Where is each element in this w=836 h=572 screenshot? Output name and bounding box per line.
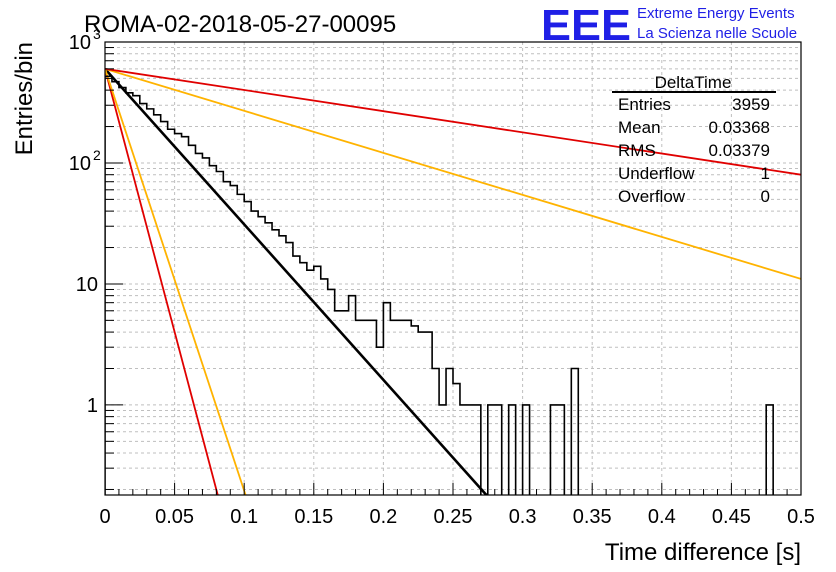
y-axis-label: Entries/bin	[11, 42, 38, 155]
eee-logo-line2: La Scienza nelle Scuole	[637, 25, 797, 42]
stats-value: 0	[761, 187, 770, 206]
histogram-path	[105, 75, 774, 495]
y-tick-exponent: 3	[93, 26, 101, 42]
y-tick-exponent: 2	[93, 147, 101, 163]
grid-lines	[105, 42, 801, 495]
curve-red-steep	[105, 68, 219, 495]
stats-value: 0.03368	[709, 118, 770, 137]
y-tick-label: 10	[69, 153, 91, 175]
x-tick-label: 0.1	[230, 506, 258, 528]
y-tick-label: 1	[87, 395, 98, 417]
eee-logo: EEE Extreme Energy Events La Scienza nel…	[541, 1, 797, 50]
y-tick-label: 10	[76, 274, 98, 296]
stats-name: DeltaTime	[655, 73, 732, 92]
eee-logo-line1: Extreme Energy Events	[637, 5, 795, 22]
x-tick-label: 0.05	[155, 506, 194, 528]
stats-label: Underflow	[618, 164, 695, 183]
stats-label: Mean	[618, 118, 661, 137]
x-tick-label: 0.2	[369, 506, 397, 528]
curve-fit	[105, 67, 488, 495]
chart-title: ROMA-02-2018-05-27-00095	[84, 11, 396, 38]
stats-value: 1	[761, 164, 770, 183]
curve-orange-steep	[105, 68, 247, 495]
curve-red-shallow	[105, 67, 801, 176]
stats-label: RMS	[618, 141, 656, 160]
stats-value: 3959	[732, 95, 770, 114]
x-tick-label: 0.45	[712, 506, 751, 528]
stats-value: 0.03379	[709, 141, 770, 160]
x-tick-labels: 0 0.05 0.1 0.15 0.2 0.25 0.3 0.35 0.4 0.45 0.5	[99, 506, 814, 528]
x-tick-label: 0.15	[294, 506, 333, 528]
stats-box: DeltaTime Entries 3959 Mean 0.03368 RMS 0.033…	[612, 73, 776, 206]
x-tick-label: 0.3	[509, 506, 537, 528]
eee-logo-letters: EEE	[541, 1, 631, 50]
x-tick-label: 0.4	[648, 506, 676, 528]
stats-label: Entries	[618, 95, 671, 114]
x-tick-label: 0.25	[434, 506, 473, 528]
x-tick-label: 0	[99, 506, 110, 528]
curve-orange-shallow	[105, 67, 801, 280]
axis-ticks	[104, 41, 802, 495]
curves	[105, 67, 801, 495]
stats-label: Overflow	[618, 187, 686, 206]
x-tick-label: 0.5	[787, 506, 815, 528]
x-axis-label: Time difference [s]	[605, 539, 801, 566]
x-tick-label: 0.35	[573, 506, 612, 528]
y-tick-label: 10	[69, 32, 91, 54]
